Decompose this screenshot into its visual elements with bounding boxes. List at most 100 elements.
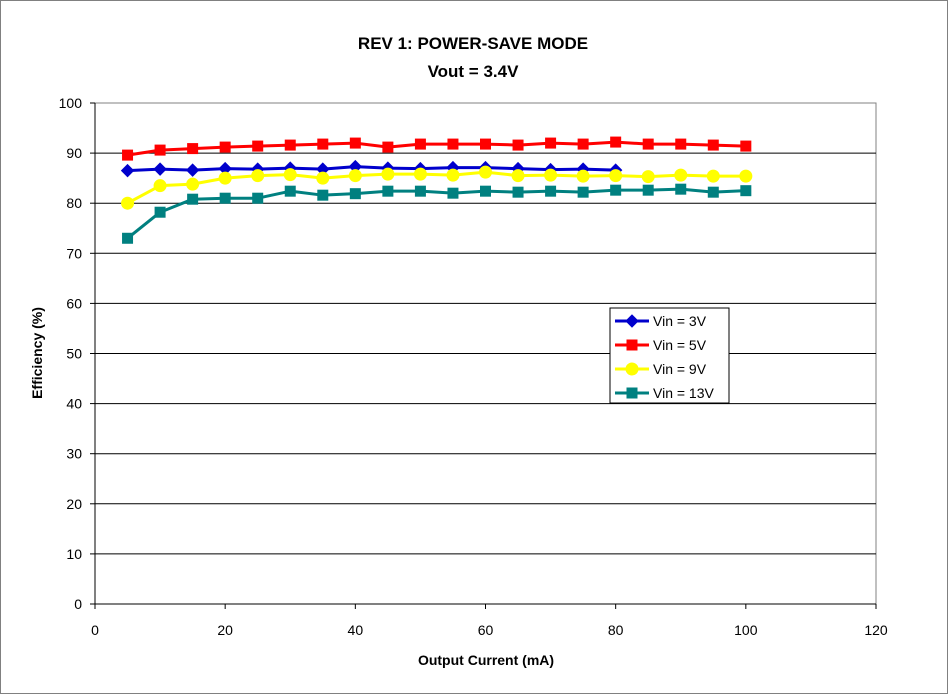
data-point-s3-10 <box>413 167 427 181</box>
y-tick-label-70: 70 <box>66 245 82 261</box>
data-point-s2-11 <box>447 138 459 150</box>
x-tick-label-100: 100 <box>734 622 758 638</box>
data-point-s3-12 <box>479 165 492 179</box>
x-tick-label-0: 0 <box>91 622 99 638</box>
data-point-s1-3 <box>185 163 200 177</box>
data-point-s1-1 <box>120 163 135 178</box>
data-point-s4-14 <box>545 185 557 197</box>
data-point-s2-10 <box>414 138 426 150</box>
data-point-s1-2 <box>153 162 167 176</box>
data-point-s3-13 <box>511 169 525 183</box>
data-point-s3-4 <box>218 171 232 185</box>
data-point-s2-14 <box>545 137 557 149</box>
legend-marker-4 <box>626 387 638 399</box>
data-point-s2-9 <box>382 141 394 153</box>
data-point-s2-6 <box>284 139 296 151</box>
data-point-s3-6 <box>283 168 297 182</box>
y-tick-label-40: 40 <box>66 396 82 412</box>
data-point-s3-5 <box>251 169 265 183</box>
y-tick-label-10: 10 <box>66 546 82 562</box>
data-point-s4-8 <box>349 188 361 200</box>
legend-label-2: Vin = 5V <box>653 337 707 353</box>
data-point-s4-6 <box>284 185 296 197</box>
grid-lines <box>95 152 876 555</box>
data-point-s4-1 <box>122 232 134 244</box>
y-tick-label-30: 30 <box>66 446 82 462</box>
data-point-s2-3 <box>187 143 199 155</box>
data-point-s4-7 <box>317 189 329 201</box>
y-tick-label-0: 0 <box>74 596 82 612</box>
data-point-s2-18 <box>675 138 687 150</box>
data-point-s2-17 <box>642 138 654 150</box>
y-axis-title: Efficiency (%) <box>29 307 45 399</box>
legend-label-3: Vin = 9V <box>653 361 707 377</box>
data-point-s2-19 <box>707 139 719 151</box>
data-point-s2-1 <box>122 149 134 161</box>
data-point-s3-14 <box>544 168 558 182</box>
data-point-s3-8 <box>348 169 362 183</box>
data-point-s2-5 <box>252 140 264 152</box>
data-point-s3-9 <box>381 167 395 181</box>
data-point-s3-17 <box>641 170 655 184</box>
data-point-s2-4 <box>219 141 231 153</box>
chart-subtitle: Vout = 3.4V <box>428 62 520 81</box>
data-point-s2-8 <box>349 137 361 149</box>
data-point-s4-15 <box>577 186 589 198</box>
data-point-s4-9 <box>382 185 394 197</box>
series-line-1 <box>127 165 616 173</box>
data-point-s3-20 <box>739 169 753 183</box>
y-tick-label-20: 20 <box>66 496 82 512</box>
legend-marker-1 <box>625 314 639 328</box>
x-tick-label-40: 40 <box>348 622 364 638</box>
x-tick-label-80: 80 <box>608 622 624 638</box>
data-point-s2-15 <box>577 138 589 150</box>
data-point-s4-10 <box>414 185 426 197</box>
chart-title: REV 1: POWER-SAVE MODE <box>358 34 588 53</box>
data-point-s4-20 <box>740 185 752 197</box>
data-point-s3-11 <box>446 168 460 182</box>
data-point-s4-16 <box>610 184 622 196</box>
data-point-s3-2 <box>153 179 167 193</box>
data-point-s2-20 <box>740 140 752 152</box>
x-tick-label-120: 120 <box>864 622 888 638</box>
data-point-s3-16 <box>609 169 623 183</box>
data-point-s3-7 <box>316 171 330 185</box>
data-point-s3-18 <box>674 168 688 182</box>
legend-label-4: Vin = 13V <box>653 385 715 401</box>
x-tick-label-60: 60 <box>478 622 494 638</box>
y-tick-label-90: 90 <box>66 145 82 161</box>
series-4 <box>122 183 752 244</box>
x-axis-ticks: 0 20 40 60 80 100 120 <box>91 604 888 638</box>
y-tick-label-100: 100 <box>59 95 83 111</box>
data-point-s4-2 <box>154 206 166 218</box>
data-point-s3-15 <box>576 169 590 183</box>
data-point-s2-13 <box>512 139 524 151</box>
x-tick-label-20: 20 <box>217 622 233 638</box>
data-point-s2-16 <box>610 136 622 148</box>
data-point-s4-18 <box>675 183 687 195</box>
data-point-s4-11 <box>447 187 459 199</box>
data-point-s4-19 <box>707 186 719 198</box>
series-2 <box>122 136 752 161</box>
data-point-s2-12 <box>480 138 491 150</box>
data-point-s2-2 <box>154 144 166 156</box>
data-point-s3-1 <box>121 196 135 210</box>
data-point-s4-4 <box>219 192 231 204</box>
data-point-s4-12 <box>480 185 491 197</box>
legend-label-1: Vin = 3V <box>653 313 707 329</box>
legend: Vin = 3V Vin = 5V Vin = 9V Vin = 13V <box>609 307 730 404</box>
series-3 <box>121 165 753 210</box>
data-point-s3-3 <box>186 177 200 191</box>
data-point-s4-3 <box>187 193 199 205</box>
data-point-s2-7 <box>317 138 329 150</box>
x-axis-title: Output Current (mA) <box>418 652 554 668</box>
data-point-s4-5 <box>252 192 264 204</box>
data-point-s4-13 <box>512 186 524 198</box>
data-point-s3-19 <box>706 169 720 183</box>
series-group <box>120 136 753 244</box>
y-tick-label-80: 80 <box>66 195 82 211</box>
y-axis-ticks: 0 10 20 30 40 50 60 70 80 90 100 <box>59 95 95 612</box>
data-point-s4-17 <box>642 184 654 196</box>
